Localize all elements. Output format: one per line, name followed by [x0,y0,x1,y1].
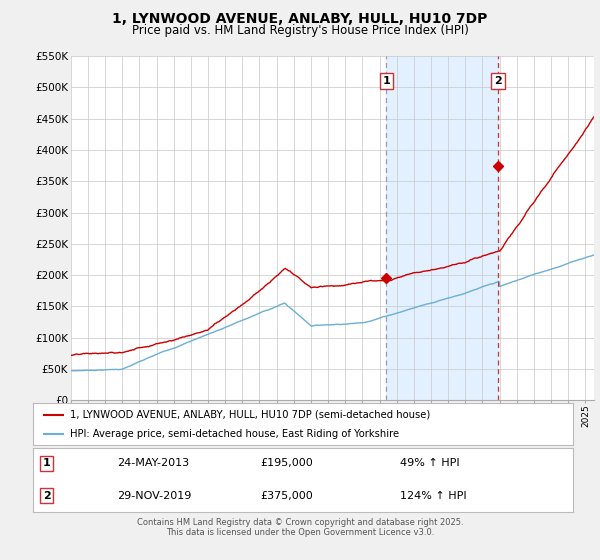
Text: HPI: Average price, semi-detached house, East Riding of Yorkshire: HPI: Average price, semi-detached house,… [70,429,399,439]
Text: 1, LYNWOOD AVENUE, ANLABY, HULL, HU10 7DP: 1, LYNWOOD AVENUE, ANLABY, HULL, HU10 7D… [112,12,488,26]
Text: 49% ↑ HPI: 49% ↑ HPI [400,459,460,469]
Text: 24-MAY-2013: 24-MAY-2013 [116,459,189,469]
Text: Price paid vs. HM Land Registry's House Price Index (HPI): Price paid vs. HM Land Registry's House … [131,24,469,36]
Text: 1, LYNWOOD AVENUE, ANLABY, HULL, HU10 7DP (semi-detached house): 1, LYNWOOD AVENUE, ANLABY, HULL, HU10 7D… [70,409,430,419]
Text: 124% ↑ HPI: 124% ↑ HPI [400,491,467,501]
Text: £375,000: £375,000 [260,491,313,501]
Text: £195,000: £195,000 [260,459,313,469]
Bar [386,56,498,400]
Text: Contains HM Land Registry data © Crown copyright and database right 2025.
This d: Contains HM Land Registry data © Crown c… [137,518,463,538]
Text: 1: 1 [382,76,390,86]
Text: 2: 2 [43,491,50,501]
Text: 2: 2 [494,76,502,86]
Text: 29-NOV-2019: 29-NOV-2019 [116,491,191,501]
Text: 1: 1 [43,459,50,469]
